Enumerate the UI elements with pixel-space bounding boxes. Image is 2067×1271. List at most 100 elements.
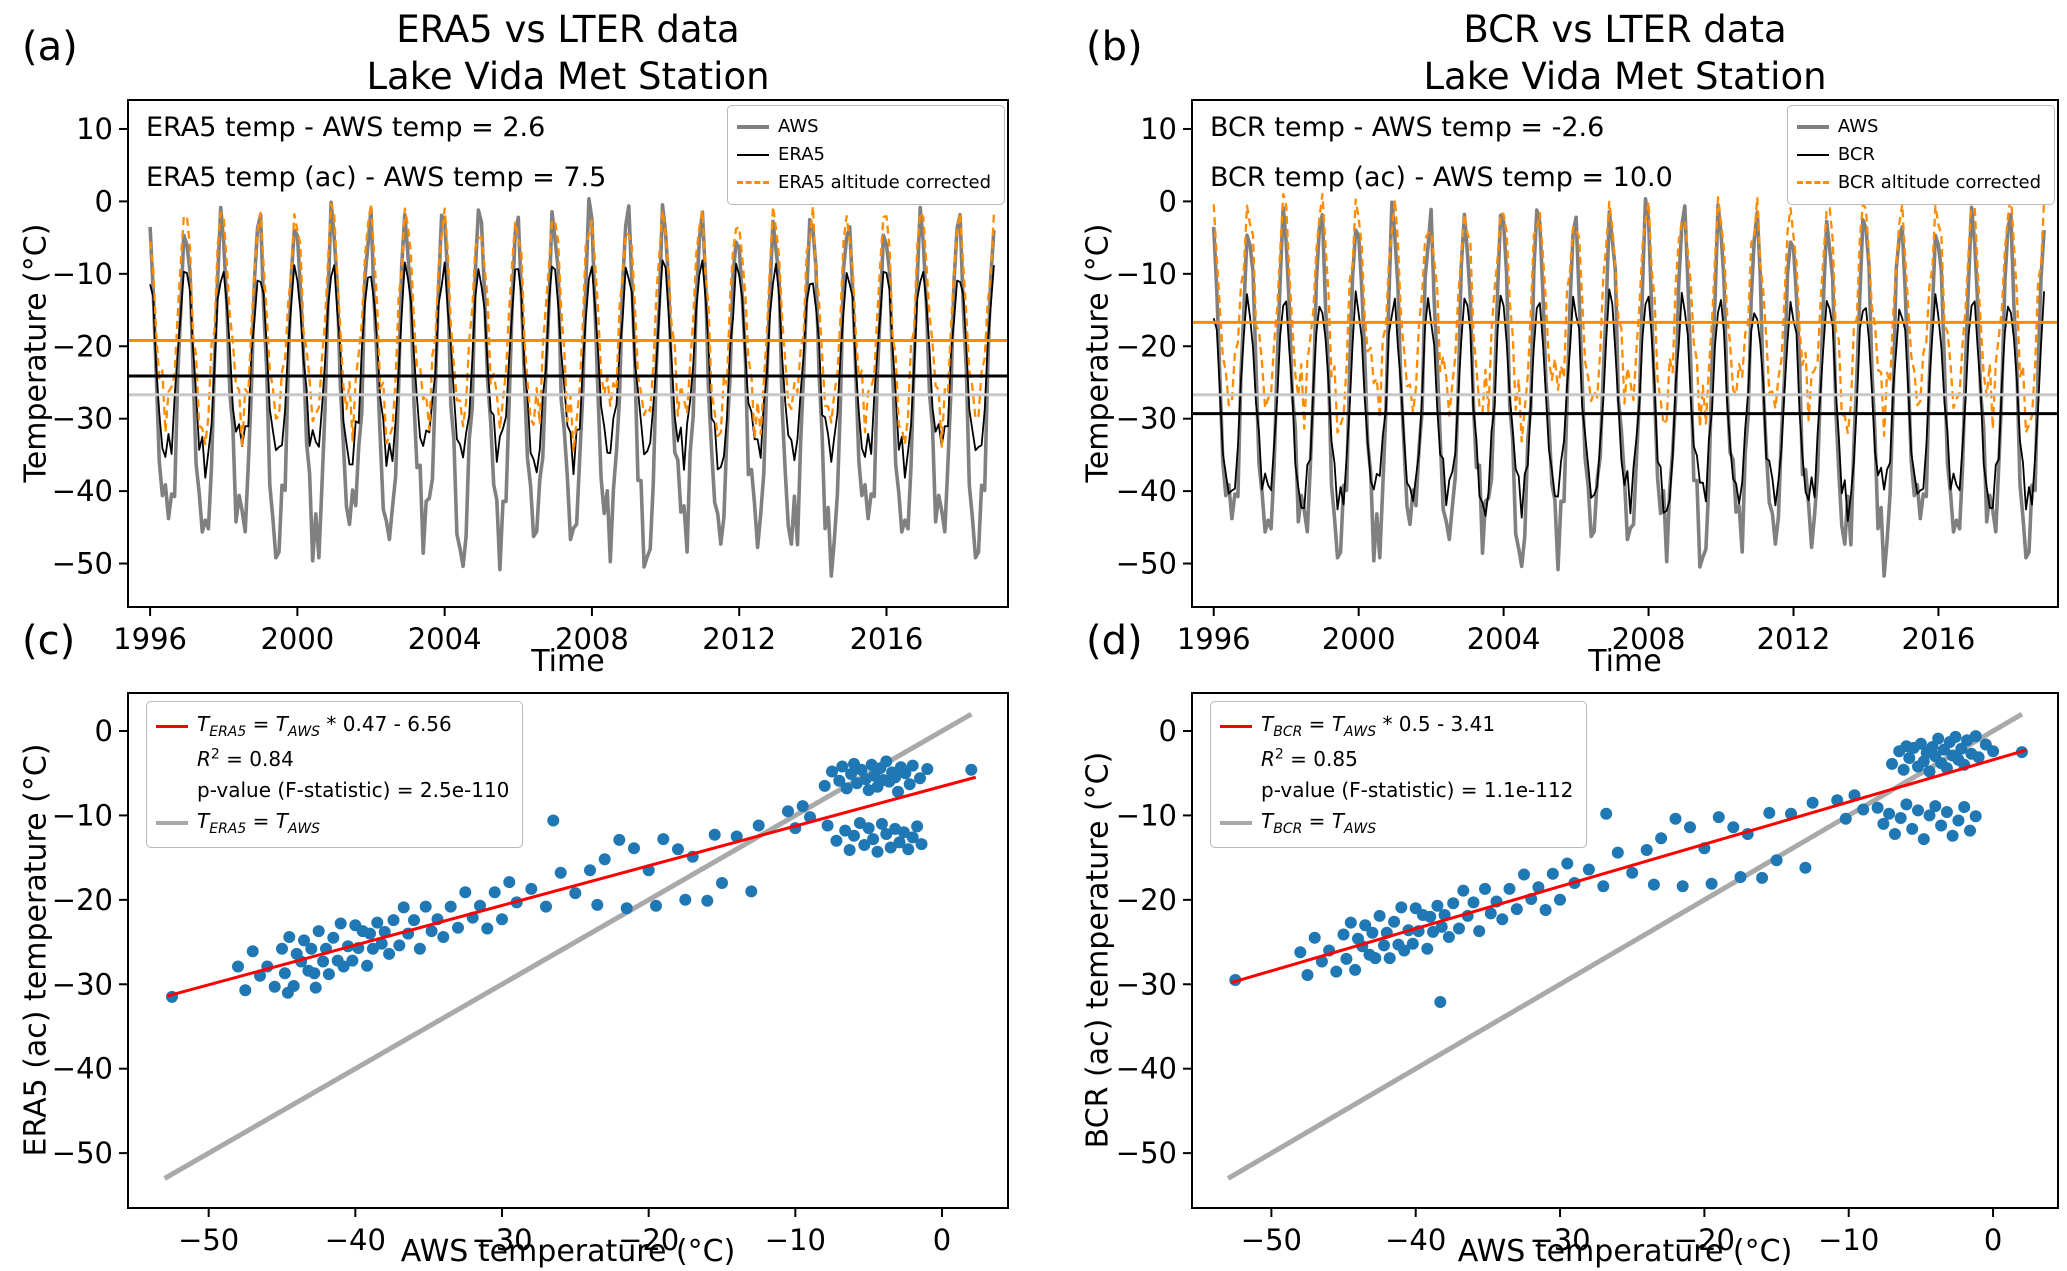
y-tick-label: −20 (1116, 883, 1177, 917)
scatter-point (1626, 866, 1639, 879)
scatter-point (525, 882, 538, 895)
scatter-point (1763, 806, 1776, 819)
scatter-point (1655, 832, 1668, 845)
legend-row: R2 = 0.84 (156, 744, 509, 775)
scatter-point (1640, 844, 1653, 856)
legend-label: p-value (F-statistic) = 2.5e-110 (197, 775, 509, 806)
scatter-point (899, 767, 912, 780)
legend-text-part: T (1261, 808, 1274, 833)
scatter-point (875, 817, 888, 830)
scatter-point (1926, 741, 1939, 753)
y-tick-label: −30 (52, 402, 113, 436)
scatter-point (1496, 913, 1509, 926)
y-tick-label: −30 (1116, 402, 1177, 436)
x-tick-label: 2008 (1612, 622, 1686, 656)
scatter-point (1388, 915, 1401, 928)
legend-row: p-value (F-statistic) = 1.1e-112 (1220, 775, 1573, 806)
scatter-point (1434, 996, 1447, 1008)
scatter-point (1886, 757, 1898, 770)
x-tick-label: 1996 (1177, 622, 1251, 656)
x-tick-label: 2016 (1902, 622, 1976, 656)
scatter-point (346, 954, 359, 967)
scatter-point (1969, 730, 1982, 743)
scatter-point (232, 960, 244, 973)
legend-text-part: p-value (F-statistic) = 2.5e-110 (197, 777, 510, 802)
scatter-point (1727, 821, 1740, 834)
scatter-point (1561, 857, 1574, 870)
scatter-point (1940, 806, 1953, 818)
x-tick-label: 2008 (555, 622, 629, 656)
scatter-point (1442, 931, 1455, 943)
scatter-point (1611, 846, 1624, 859)
legend-row: BCR altitude corrected (1796, 169, 2041, 197)
plot-frame-b (1191, 99, 2059, 608)
scatter-point (1883, 807, 1896, 820)
scatter-point (1894, 812, 1907, 824)
y-tick-label: −50 (52, 1136, 113, 1170)
scatter-point (830, 834, 843, 847)
scatter-point (821, 819, 834, 832)
scatter-point (298, 934, 310, 947)
scatter-point (858, 839, 871, 851)
scatter-point (884, 841, 897, 854)
legend-label: ERA5 altitude corrected (778, 169, 991, 197)
x-tick-label: −40 (325, 1223, 386, 1257)
scatter-point (569, 887, 582, 900)
scatter-point (419, 900, 432, 913)
legend-row: ERA5 (737, 141, 991, 169)
scatter-point (408, 914, 420, 927)
legend-text-part: AWS (287, 820, 321, 837)
scatter-point (1955, 742, 1968, 755)
scatter-point (1929, 800, 1942, 813)
x-tick-label: 1996 (113, 622, 187, 656)
scatter-point (276, 942, 288, 955)
scatter-point (826, 765, 838, 778)
scatter-point (1503, 882, 1516, 895)
scatter-point (496, 913, 508, 926)
scatter-point (1600, 807, 1613, 820)
scatter-point (268, 980, 281, 993)
annotation-b-1: BCR temp - AWS temp = -2.6 (1210, 112, 1605, 143)
series-bcr (1212, 288, 2045, 522)
scatter-point (425, 925, 438, 938)
scatter-point (366, 942, 379, 955)
y-tick-label: −30 (52, 967, 113, 1001)
scatter-point (1669, 812, 1682, 825)
x-tick-label: −20 (1674, 1223, 1735, 1257)
legend-text-part: BCR (1273, 820, 1303, 837)
scatter-point (1958, 801, 1971, 813)
panel-letter-d: (d) (1086, 618, 1143, 664)
y-tick-label: 10 (76, 112, 113, 146)
y-tick-label: −10 (52, 798, 113, 832)
scatter-point (1395, 901, 1408, 914)
legend-text-part: = (246, 712, 276, 736)
scatter-point (305, 942, 318, 955)
scatter-point (845, 768, 858, 780)
y-tick-label: 0 (1159, 184, 1177, 218)
scatter-point (598, 853, 611, 866)
scatter-point (1839, 812, 1852, 825)
legend-row: AWS (737, 113, 991, 141)
scatter-point (893, 836, 906, 849)
scatter-point (1857, 803, 1870, 816)
x-tick-label: −40 (1385, 1223, 1446, 1257)
scatter-point (1935, 819, 1948, 832)
scatter-point (1518, 868, 1530, 881)
scatter-point (818, 779, 831, 792)
series-era5-altitude-corrected (148, 202, 996, 453)
scatter-point (540, 900, 552, 913)
panel-title-b: BCR vs LTER data Lake Vida Met Station (1192, 6, 2058, 100)
y-tick-label: −40 (1116, 474, 1177, 508)
y-tick-label: −10 (52, 257, 113, 291)
xlabel-b: Time (1588, 644, 1662, 679)
scatter-point (413, 942, 426, 955)
x-tick-label: −10 (1818, 1223, 1879, 1257)
scatter-point (1467, 896, 1480, 909)
scatter-point (1734, 871, 1747, 883)
scatter-point (459, 886, 472, 899)
legend-text-part: BCR (1273, 724, 1303, 740)
legend-text-part: T (1261, 712, 1274, 736)
x-tick-label: −20 (618, 1223, 679, 1257)
scatter-point (387, 914, 400, 927)
